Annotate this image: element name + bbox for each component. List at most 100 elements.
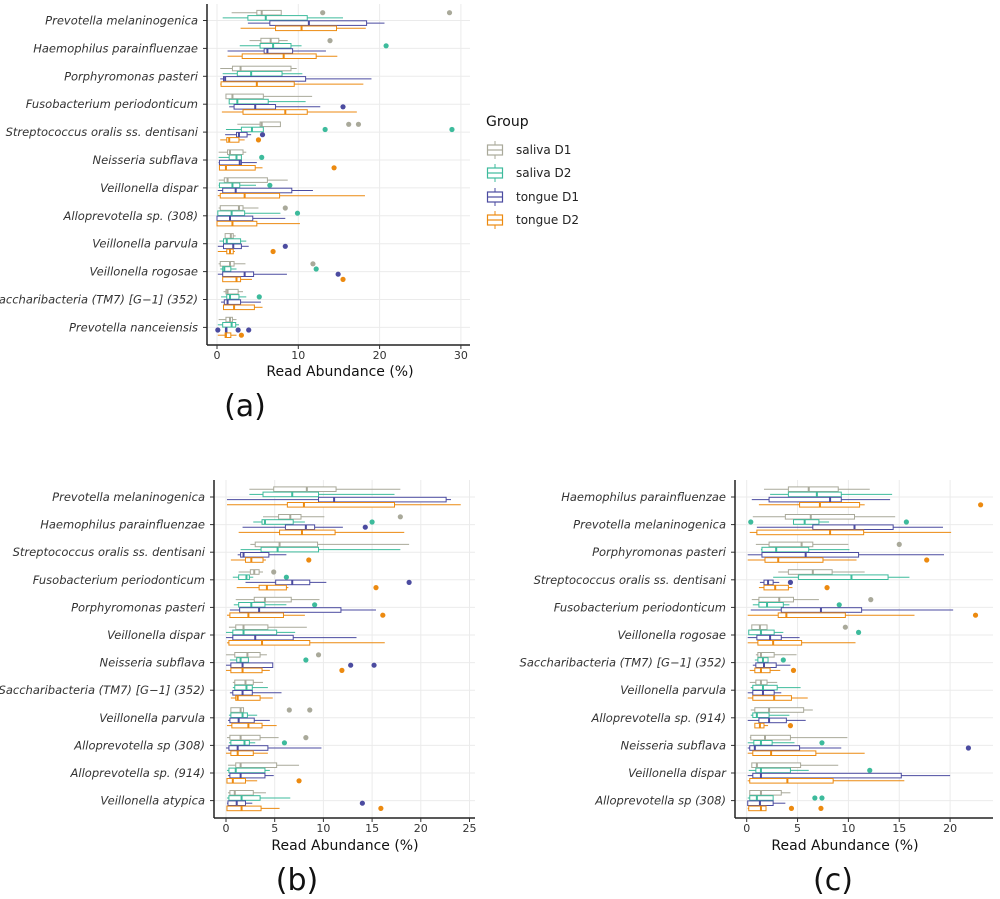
outlier-point	[824, 585, 830, 591]
boxplot-saliva-d1	[218, 205, 288, 211]
box	[787, 569, 833, 575]
boxplot-tongue-d1	[751, 496, 891, 503]
outlier-point	[310, 261, 316, 267]
box	[749, 745, 801, 751]
outlier-point	[259, 132, 266, 138]
outlier-point	[380, 612, 386, 618]
boxplot-saliva-d2	[752, 602, 842, 608]
category-label: Saccharibacteria (TM7) [G−1] (352)	[520, 656, 726, 670]
outlier-point	[340, 104, 346, 110]
box	[752, 684, 778, 691]
boxplot-tongue-d2	[218, 165, 337, 171]
outlier-point	[267, 182, 273, 188]
outlier-point	[819, 740, 825, 746]
box	[758, 717, 787, 724]
outlier-point	[406, 579, 412, 586]
category-label: Saccharibacteria (TM7) [G−1] (352)	[0, 683, 205, 697]
boxplot-saliva-d1	[750, 707, 813, 713]
box	[225, 93, 264, 100]
legend-item-saliva-d2: saliva D2	[486, 162, 579, 186]
boxplot-tongue-d2	[236, 584, 379, 591]
legend-key-icon	[486, 140, 504, 159]
legend-item-tongue-d2: tongue D2	[486, 209, 579, 233]
boxplot-saliva-d1	[218, 316, 237, 323]
x-tick-label: 25	[463, 822, 477, 835]
boxplot-tongue-d1	[217, 243, 288, 250]
boxplot-tongue-d1	[218, 159, 257, 166]
outlier-point	[306, 557, 312, 563]
boxplot-saliva-d2	[226, 795, 291, 801]
box	[263, 48, 294, 54]
box	[235, 762, 278, 769]
boxplot-saliva-d2	[217, 322, 239, 328]
boxplot-tongue-d1	[229, 607, 376, 613]
x-tick-label: 10	[316, 822, 330, 835]
category-label: Alloprevotella sp (308)	[594, 794, 726, 808]
boxplot-tongue-d1	[226, 662, 377, 669]
outlier-point	[812, 795, 818, 801]
outlier-point	[255, 137, 262, 143]
boxplot-saliva-d2	[239, 43, 389, 49]
boxplot-tongue-d1	[747, 690, 782, 696]
box	[230, 740, 250, 746]
boxplot-tongue-d2	[226, 612, 386, 619]
box	[230, 667, 263, 674]
category-label: Veillonella parvula	[99, 711, 205, 725]
boxplot-tongue-d1	[752, 662, 791, 669]
box	[238, 574, 250, 581]
box	[223, 177, 268, 183]
boxplot-tongue-d2	[220, 137, 262, 143]
boxplot-tongue-d1	[759, 579, 794, 586]
box	[749, 790, 782, 796]
boxplot-saliva-d2	[750, 684, 801, 691]
boxplot-tongue-d2	[217, 248, 276, 255]
box	[223, 299, 242, 305]
box	[768, 541, 814, 548]
boxplot-tongue-d2	[226, 722, 277, 729]
boxplot-saliva-d2	[748, 629, 862, 636]
box	[219, 261, 235, 267]
box	[227, 149, 244, 155]
outlier-point	[259, 154, 265, 160]
outlier-point	[855, 629, 862, 636]
boxplot-saliva-d1	[249, 486, 401, 492]
box	[777, 612, 846, 619]
boxplot-saliva-d2	[221, 294, 262, 300]
outlier-point	[238, 332, 244, 338]
box	[216, 215, 254, 222]
box	[229, 717, 255, 724]
outlier-point	[373, 585, 379, 591]
legend: Group saliva D1 saliva D2 tongue D1 tong…	[486, 114, 579, 232]
outlier-point	[331, 165, 337, 171]
outlier-point	[972, 612, 979, 618]
outlier-point	[355, 121, 362, 127]
boxplot-saliva-d1	[227, 762, 300, 769]
box	[240, 552, 270, 558]
boxplot-tongue-d1	[747, 745, 972, 751]
box	[275, 25, 338, 32]
boxplot-saliva-d1	[218, 261, 316, 267]
box	[273, 486, 337, 492]
boxplot-tongue-d2	[747, 640, 856, 646]
boxplot-saliva-d1	[238, 569, 277, 575]
box	[222, 322, 237, 328]
box	[226, 294, 240, 300]
legend-label: tongue D2	[516, 213, 579, 228]
boxplot-tongue-d1	[229, 690, 282, 696]
boxplot-tongue-d1	[225, 131, 266, 138]
x-tick-label: 0	[743, 822, 750, 835]
outlier-point	[281, 740, 288, 746]
box	[230, 750, 254, 757]
box	[753, 740, 773, 746]
boxplot-tongue-d1	[245, 579, 412, 586]
outlier-point	[371, 662, 377, 668]
box	[239, 607, 342, 613]
box	[228, 98, 269, 105]
category-label: Neisseria subflava	[93, 153, 198, 167]
box	[256, 9, 282, 16]
boxplot-tongue-d2	[754, 722, 794, 729]
legend-label: saliva D1	[516, 142, 572, 157]
boxplot-tongue-d1	[747, 717, 806, 724]
box	[253, 596, 292, 603]
